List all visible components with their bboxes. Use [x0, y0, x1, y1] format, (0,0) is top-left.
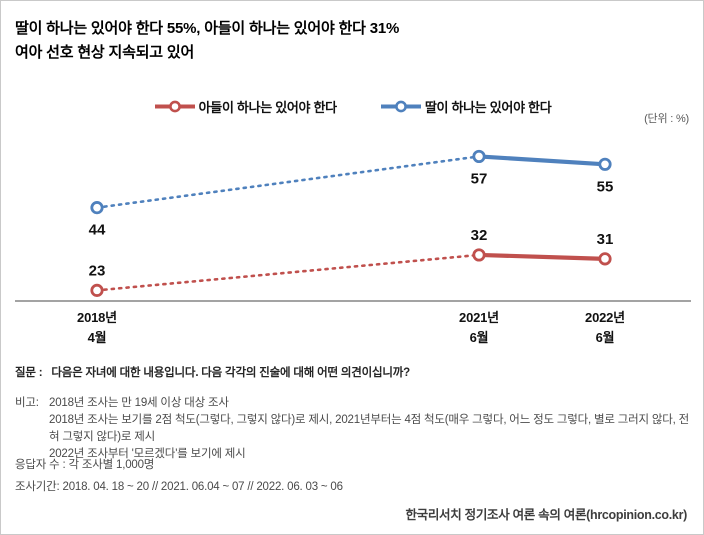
- x-axis-tick-label: 2021년 6월: [429, 308, 529, 348]
- data-label: 32: [471, 227, 488, 244]
- data-label: 57: [471, 170, 488, 187]
- blue-line-marker-icon: [380, 100, 421, 113]
- x-axis-tick-line: 6월: [595, 330, 615, 346]
- title-line-2: 여아 선호 현상 지속되고 있어: [15, 44, 195, 61]
- chart-legend: 아들이 하나는 있어야 한다 딸이 하나는 있어야 한다: [1, 97, 703, 116]
- notes-list: 2018년 조사는 만 19세 이상 대상 조사 2018년 조사는 보기를 2점…: [49, 395, 691, 463]
- legend-label-daughter: 딸이 하나는 있어야 한다: [424, 100, 552, 115]
- survey-period-text: 조사기간: 2018. 04. 18 ~ 20 // 2021. 06.04 ~…: [15, 481, 343, 493]
- question-row: 질문 : 다음은 자녀에 대한 내용입니다. 다음 각각의 진술에 대해 어떤 …: [15, 364, 410, 380]
- data-point-marker: [90, 283, 104, 297]
- notes-row: 비고: 2018년 조사는 만 19세 이상 대상 조사 2018년 조사는 보기…: [15, 395, 691, 463]
- series-line-segment: [478, 252, 606, 261]
- legend-label-son: 아들이 하나는 있어야 한다: [198, 100, 338, 115]
- x-axis-tick-label: 2022년 6월: [555, 308, 655, 348]
- source-credit: 한국리서치 정기조사 여론 속의 여론(hrcopinion.co.kr): [405, 508, 687, 522]
- red-line-marker-icon: [154, 100, 195, 113]
- data-point-marker: [472, 248, 486, 262]
- note-line: 2022년 조사부터 '모르겠다'를 보기에 제시: [49, 448, 246, 460]
- data-point-marker: [598, 252, 612, 266]
- x-axis-tick-line: 4월: [87, 330, 107, 346]
- data-point-marker: [90, 201, 104, 215]
- data-label: 44: [89, 222, 106, 239]
- title-line-1: 딸이 하나는 있어야 한다 55%, 아들이 하나는 있어야 한다 31%: [15, 20, 400, 37]
- series-line-segment: [95, 155, 481, 209]
- note-line: 2018년 조사는 만 19세 이상 대상 조사: [49, 397, 229, 409]
- data-label: 23: [89, 262, 106, 279]
- series-line-segment: [95, 253, 481, 292]
- x-axis-tick-line: 2021년: [459, 310, 499, 325]
- x-axis-tick-line: 2018년: [77, 310, 117, 325]
- legend-item-daughter: 딸이 하나는 있어야 한다: [380, 97, 552, 116]
- x-axis-tick-line: 6월: [469, 330, 489, 346]
- x-axis-tick-line: 2022년: [585, 310, 625, 325]
- data-point-marker: [472, 149, 486, 164]
- question-text: 다음은 자녀에 대한 내용입니다. 다음 각각의 진술에 대해 어떤 의견이십니…: [51, 367, 410, 379]
- page-title: 딸이 하나는 있어야 한다 55%, 아들이 하나는 있어야 한다 31% 여아…: [15, 17, 399, 65]
- unit-label: (단위 : %): [644, 113, 689, 125]
- series-line-segment: [478, 154, 606, 167]
- data-point-marker: [598, 157, 612, 171]
- note-line: 2018년 조사는 보기를 2점 척도(그렇다, 그렇지 않다)로 제시, 20…: [49, 414, 689, 443]
- legend-item-son: 아들이 하나는 있어야 한다: [154, 97, 338, 116]
- respondents-text: 응답자 수 : 각 조사별 1,000명: [15, 459, 155, 471]
- notes-label: 비고:: [15, 397, 39, 409]
- data-label: 55: [597, 178, 614, 195]
- question-label: 질문 :: [15, 367, 43, 379]
- data-label: 31: [597, 231, 614, 248]
- x-axis-tick-label: 2018년 4월: [47, 308, 147, 348]
